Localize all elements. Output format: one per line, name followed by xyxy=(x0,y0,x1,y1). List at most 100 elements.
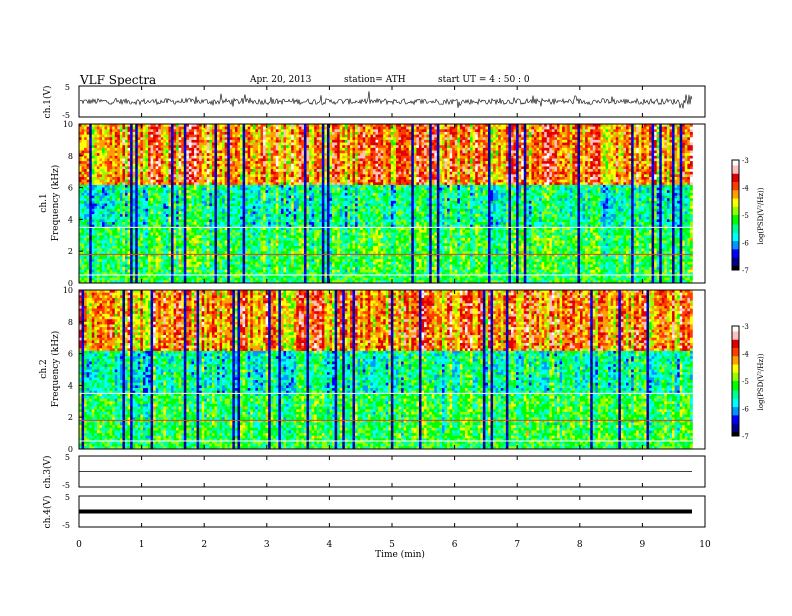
spectrogram-cell xyxy=(253,127,256,130)
spectrogram-cell xyxy=(112,201,115,204)
spectrogram-cell xyxy=(204,161,207,164)
spectrogram-cell xyxy=(281,217,284,220)
spectrogram-cell xyxy=(189,243,192,246)
spectrogram-cell xyxy=(197,209,200,212)
spectrogram-cell xyxy=(186,209,189,212)
spectrogram-cell xyxy=(227,217,230,220)
spectrogram-cell xyxy=(117,241,120,244)
spectrogram-cell xyxy=(161,217,164,220)
spectrogram-cell xyxy=(128,257,131,260)
spectrogram-cell xyxy=(220,267,223,270)
spectrogram-cell xyxy=(286,249,289,252)
spectrogram-cell xyxy=(286,270,289,273)
spectrogram-cell xyxy=(212,129,215,132)
spectrogram-cell xyxy=(189,164,192,167)
spectrogram-cell xyxy=(191,153,194,156)
spectrogram-cell xyxy=(281,270,284,273)
spectrogram-cell xyxy=(217,164,220,167)
spectrogram-cell xyxy=(94,217,97,220)
spectrogram-cell xyxy=(110,190,113,193)
spectrogram-cell xyxy=(138,262,141,265)
spectrogram-cell xyxy=(255,172,258,175)
spectrogram-cell xyxy=(212,127,215,130)
spectrogram-cell xyxy=(122,180,125,183)
spectrogram-cell xyxy=(89,143,92,146)
spectrogram-cell xyxy=(140,249,143,252)
spectrogram-cell xyxy=(158,161,161,164)
spectrogram-cell xyxy=(97,166,100,169)
spectrogram-cell xyxy=(248,145,251,148)
spectrogram-cell xyxy=(181,233,184,236)
spectrogram-cell xyxy=(94,164,97,167)
spectrogram-cell xyxy=(163,206,166,209)
spectrogram-cell xyxy=(255,217,258,220)
spectrogram-cell xyxy=(202,257,205,260)
spectrogram-cell xyxy=(84,148,87,151)
spectrogram-cell xyxy=(189,132,192,135)
spectrogram-cell xyxy=(207,153,210,156)
spectrogram-cell xyxy=(99,196,102,199)
spectrogram-cell xyxy=(163,246,166,249)
spectrogram-cell xyxy=(250,262,253,265)
spectrogram-cell xyxy=(271,140,274,143)
spectrogram-cell xyxy=(240,129,243,132)
spectrogram-cell xyxy=(166,243,169,246)
spectrogram-cell xyxy=(243,193,246,196)
spectrogram-cell xyxy=(140,158,143,161)
spectrogram-cell xyxy=(89,151,92,154)
spectrogram-cell xyxy=(248,235,251,238)
spectrogram-cell xyxy=(191,257,194,260)
spectrogram-cell xyxy=(230,222,233,225)
spectrogram-cell xyxy=(181,251,184,254)
spectrogram-cell xyxy=(281,153,284,156)
spectrogram-cell xyxy=(278,174,281,177)
spectrogram-cell xyxy=(258,174,261,177)
spectrogram-cell xyxy=(214,151,217,154)
spectrogram-cell xyxy=(125,206,128,209)
spectrogram-cell xyxy=(217,135,220,138)
spectrogram-cell xyxy=(97,129,100,132)
spectrogram-cell xyxy=(133,172,136,175)
spectrogram-cell xyxy=(286,156,289,159)
spectrogram-cell xyxy=(145,137,148,140)
spectrogram-cell xyxy=(237,243,240,246)
spectrogram-cell xyxy=(87,161,90,164)
spectrogram-cell xyxy=(276,270,279,273)
spectrogram-cell xyxy=(94,214,97,217)
spectrogram-cell xyxy=(143,158,146,161)
spectrogram-cell xyxy=(248,251,251,254)
spectrogram-cell xyxy=(181,243,184,246)
spectrogram-cell xyxy=(115,140,118,143)
spectrogram-cell xyxy=(202,204,205,207)
spectrogram-cell xyxy=(105,243,108,246)
spectrogram-cell xyxy=(92,235,95,238)
spectrogram-cell xyxy=(171,143,174,146)
spectrogram-cell xyxy=(235,211,238,214)
spectrogram-cell xyxy=(145,127,148,130)
spectrogram-cell xyxy=(151,278,154,281)
spectrogram-cell xyxy=(189,198,192,201)
spectrogram-cell xyxy=(143,278,146,281)
spectrogram-cell xyxy=(263,145,266,148)
spectrogram-cell xyxy=(214,164,217,167)
spectrogram-cell xyxy=(222,270,225,273)
spectrogram-cell xyxy=(84,217,87,220)
spectrogram-cell xyxy=(151,158,154,161)
spectrogram-cell xyxy=(283,243,286,246)
spectrogram-cell xyxy=(225,201,228,204)
spectrogram-cell xyxy=(130,140,133,143)
spectrogram-cell xyxy=(128,161,131,164)
spectrogram-cell xyxy=(117,174,120,177)
spectrogram-cell xyxy=(220,230,223,233)
spectrogram-cell xyxy=(248,214,251,217)
spectrogram-cell xyxy=(168,140,171,143)
spectrogram-cell xyxy=(117,190,120,193)
spectrogram-cell xyxy=(94,166,97,169)
spectrogram-cell xyxy=(145,158,148,161)
spectrogram-cell xyxy=(214,217,217,220)
spectrogram-cell xyxy=(89,148,92,151)
spectrogram-cell xyxy=(161,140,164,143)
spectrogram-cell xyxy=(130,204,133,207)
spectrogram-cell xyxy=(158,219,161,222)
spectrogram-cell xyxy=(271,267,274,270)
